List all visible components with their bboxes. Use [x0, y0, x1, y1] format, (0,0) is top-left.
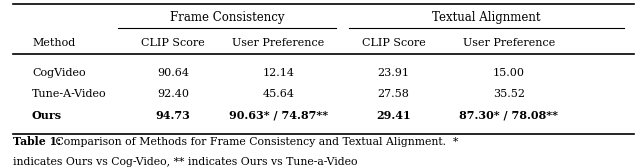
- Text: Frame Consistency: Frame Consistency: [170, 11, 284, 24]
- Text: 92.40: 92.40: [157, 89, 189, 99]
- Text: Ours: Ours: [32, 110, 62, 121]
- Text: User Preference: User Preference: [232, 38, 324, 48]
- Text: Textual Alignment: Textual Alignment: [432, 11, 541, 24]
- Text: 15.00: 15.00: [493, 68, 525, 78]
- Text: Method: Method: [32, 38, 76, 48]
- Text: 29.41: 29.41: [376, 110, 411, 121]
- Text: 94.73: 94.73: [156, 110, 190, 121]
- Text: 23.91: 23.91: [378, 68, 410, 78]
- Text: Table 1:: Table 1:: [13, 136, 61, 148]
- Text: 90.64: 90.64: [157, 68, 189, 78]
- Text: 35.52: 35.52: [493, 89, 525, 99]
- Text: 27.58: 27.58: [378, 89, 410, 99]
- Text: CLIP Score: CLIP Score: [141, 38, 205, 48]
- Text: 45.64: 45.64: [262, 89, 294, 99]
- Text: Tune-A-Video: Tune-A-Video: [32, 89, 107, 99]
- Text: 90.63* / 74.87**: 90.63* / 74.87**: [229, 110, 328, 121]
- Text: CLIP Score: CLIP Score: [362, 38, 426, 48]
- Text: 12.14: 12.14: [262, 68, 294, 78]
- Text: User Preference: User Preference: [463, 38, 555, 48]
- Text: Comparison of Methods for Frame Consistency and Textual Alignment.  *: Comparison of Methods for Frame Consiste…: [52, 137, 459, 147]
- Text: CogVideo: CogVideo: [32, 68, 86, 78]
- Text: 87.30* / 78.08**: 87.30* / 78.08**: [460, 110, 558, 121]
- Text: indicates Ours vs Cog-Video, ** indicates Ours vs Tune-a-Video: indicates Ours vs Cog-Video, ** indicate…: [13, 157, 357, 167]
